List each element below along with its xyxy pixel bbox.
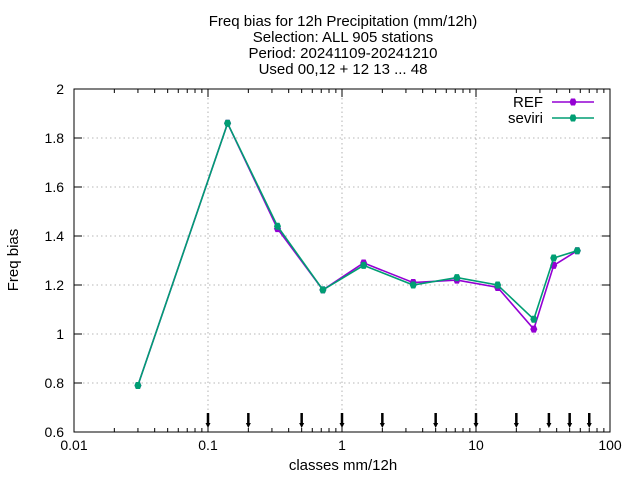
y-tick-label: 0.8 [45,375,65,391]
threshold-marker-tip [339,423,345,428]
data-point [134,381,142,389]
data-point [530,325,538,333]
title-line: Period: 20241109-20241210 [248,45,437,62]
y-tick-label: 1.2 [45,277,65,293]
y-axis: 0.6 0.8 1 1.2 1.4 1.6 1.8 2 [45,81,610,440]
threshold-marker-tip [205,423,211,428]
data-point [573,247,581,255]
chart-title: Freq bias for 12h Precipitation (mm/12h)… [209,13,477,78]
x-tick-label: 0.01 [60,437,87,453]
threshold-marker-tip [245,423,251,428]
threshold-marker-tip [586,423,592,428]
data-point [224,119,232,127]
data-point [530,315,538,323]
data-point [319,286,327,294]
x-tick-label: 10 [468,437,484,453]
series-group [134,119,581,389]
series-line [137,121,578,386]
y-tick-label: 1.8 [45,130,65,146]
x-tick-label: 0.1 [198,437,218,453]
series-line [137,121,578,386]
x-tick-label: 100 [598,437,622,453]
y-tick-label: 0.6 [45,424,65,440]
data-point [453,274,461,282]
title-line: Selection: ALL 905 stations [253,29,433,46]
legend-label: REF [513,94,543,111]
data-point [569,114,577,122]
threshold-marker-tip [546,423,552,428]
title-line: Freq bias for 12h Precipitation (mm/12h) [209,13,477,30]
threshold-marker-tip [567,423,573,428]
threshold-marker-tip [299,423,305,428]
series-REF [134,119,581,389]
y-axis-label: Freq bias [5,229,22,292]
data-point [360,261,368,269]
data-point [494,281,502,289]
x-tick-label: 1 [338,437,346,453]
y-tick-label: 1 [56,326,64,342]
threshold-markers [205,413,592,428]
grid-lines [74,89,610,432]
x-axis-label: classes mm/12h [289,457,397,474]
y-tick-label: 1.6 [45,179,65,195]
threshold-marker-tip [473,423,479,428]
data-point [569,98,577,106]
y-tick-label: 1.4 [45,228,65,244]
threshold-marker-tip [379,423,385,428]
threshold-marker-tip [513,423,519,428]
data-point [409,281,417,289]
y-tick-label: 2 [56,81,64,97]
x-axis: 0.01 0.1 1 10 100 [60,89,622,453]
series-seviri [134,119,581,389]
legend-label: seviri [508,110,543,127]
title-line: Used 00,12 + 12 13 ... 48 [259,61,428,78]
data-point [273,222,281,230]
threshold-marker-tip [433,423,439,428]
data-point [550,254,558,262]
